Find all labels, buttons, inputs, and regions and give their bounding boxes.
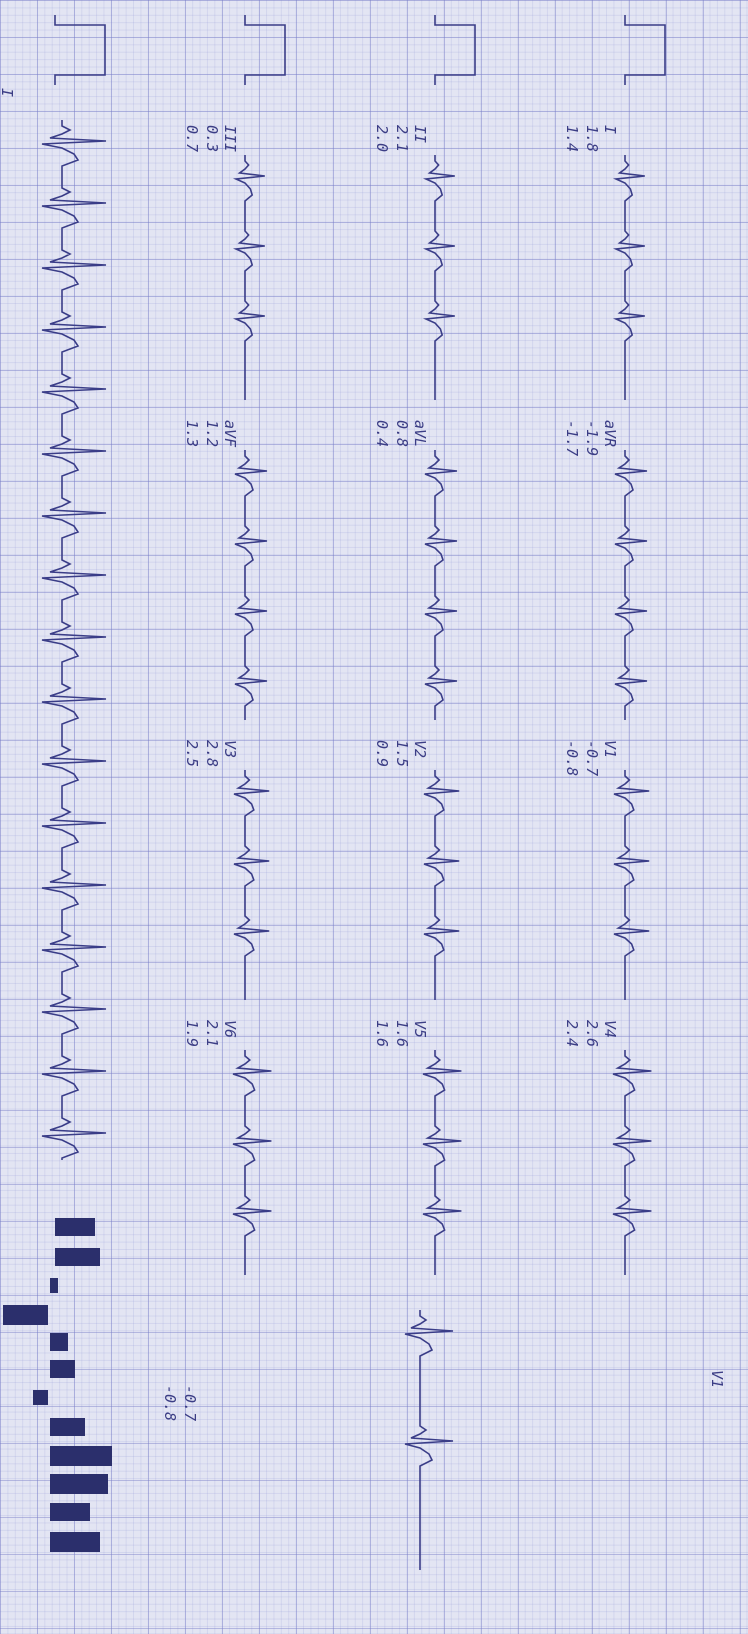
lead-value: 1.5: [393, 740, 411, 767]
bar: [50, 1474, 108, 1494]
lead-value: 2.4: [563, 1020, 581, 1047]
lead-value: 1.2: [203, 420, 221, 447]
lead-label: II: [411, 125, 429, 143]
extra-value: -0.8: [161, 1385, 179, 1421]
bar-summary: [3, 1218, 112, 1552]
ecg-trace: [422, 1050, 462, 1275]
lead-value: 0.3: [203, 125, 221, 152]
lead-label: III: [221, 125, 239, 152]
rhythm-label: I: [0, 88, 16, 97]
lead-value: 0.8: [393, 420, 411, 447]
lead-value: -1.9: [583, 420, 601, 456]
bar: [50, 1446, 112, 1466]
bar: [50, 1360, 75, 1378]
bar: [33, 1390, 48, 1405]
lead-value: 2.6: [583, 1020, 601, 1047]
ecg-trace: [233, 770, 270, 1000]
ecg-trace: [613, 770, 650, 1000]
lead-value: -0.8: [563, 740, 581, 776]
lead-value: 1.4: [563, 125, 581, 152]
ecg-trace: [612, 1050, 652, 1275]
bar: [3, 1305, 48, 1325]
calibration-pulse: [244, 15, 286, 85]
lead-value: 2.1: [203, 1020, 221, 1047]
bar: [50, 1278, 58, 1293]
lead-value: 0.7: [183, 125, 201, 152]
lead-value: 1.3: [183, 420, 201, 447]
ecg-trace: [232, 155, 265, 400]
lead-value: 2.0: [373, 125, 391, 152]
extra-trace: [404, 1310, 454, 1570]
lead-label: aVL: [411, 420, 429, 447]
lead-value: 1.8: [583, 125, 601, 152]
lead-label: V5: [411, 1020, 429, 1038]
lead-value: 0.4: [373, 420, 391, 447]
lead-label: aVF: [221, 420, 239, 448]
bar: [50, 1333, 68, 1351]
lead-value: 1.9: [183, 1020, 201, 1047]
lead-value: 1.6: [373, 1020, 391, 1047]
ecg-trace: [234, 450, 268, 720]
lead-value: -1.7: [563, 420, 581, 456]
lead-value: 0.9: [373, 740, 391, 767]
calibration-pulse: [434, 15, 476, 85]
bar: [50, 1503, 90, 1521]
ecg-trace: [232, 1050, 272, 1275]
lead-value: 2.8: [203, 740, 221, 767]
ecg-trace: [614, 450, 648, 720]
rhythm-trace: [41, 120, 107, 1160]
lead-value: -0.7: [583, 740, 601, 776]
lead-label: I: [601, 125, 619, 134]
lead-value: 2.5: [183, 740, 201, 767]
extra-label: V1: [708, 1370, 726, 1388]
lead-label: V2: [411, 740, 429, 758]
bar: [55, 1218, 95, 1236]
lead-label: V1: [601, 740, 619, 758]
ecg-trace: [424, 450, 458, 720]
bar: [50, 1418, 85, 1436]
lead-label: V6: [221, 1020, 239, 1038]
lead-value: 2.1: [393, 125, 411, 152]
ecg-trace: [612, 155, 645, 400]
calibration-pulse: [54, 15, 106, 85]
ecg-trace: [423, 770, 460, 1000]
lead-value: 1.6: [393, 1020, 411, 1047]
lead-label: aVR: [601, 420, 619, 447]
ecg-trace: [422, 155, 455, 400]
extra-value: -0.7: [181, 1385, 199, 1421]
calibration-pulse: [624, 15, 666, 85]
bar: [55, 1248, 100, 1266]
lead-label: V4: [601, 1020, 619, 1038]
bar: [50, 1532, 100, 1552]
lead-label: V3: [221, 740, 239, 758]
